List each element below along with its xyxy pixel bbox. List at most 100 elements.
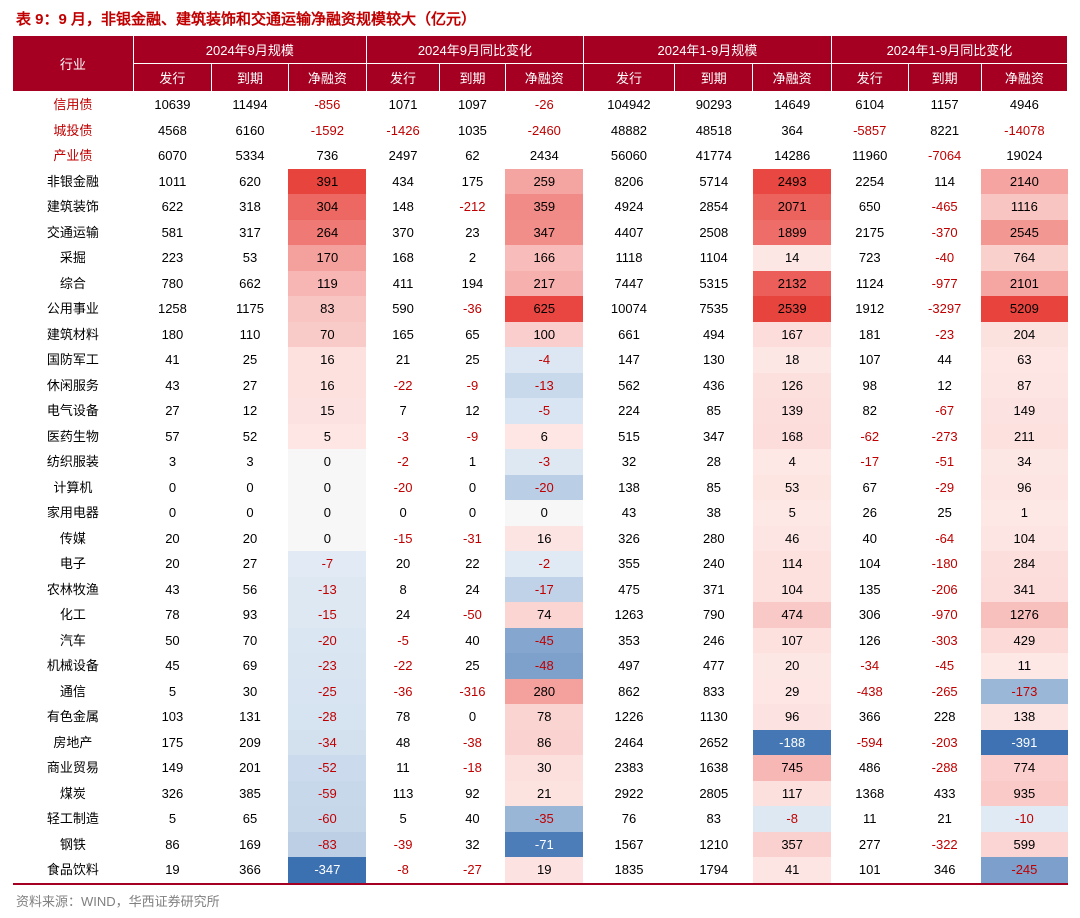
data-cell: 1226: [583, 704, 674, 730]
data-table: 行业 2024年9月规模 2024年9月同比变化 2024年1-9月规模 202…: [12, 35, 1068, 885]
row-label: 非银金融: [13, 169, 134, 195]
data-cell: 138: [981, 704, 1067, 730]
data-cell: 130: [675, 347, 753, 373]
data-cell: 103: [133, 704, 211, 730]
table-body: 信用债1063911494-85610711097-26104942902931…: [13, 92, 1068, 884]
data-cell: 93: [212, 602, 289, 628]
data-cell: 223: [133, 245, 211, 271]
data-cell: 346: [908, 857, 981, 884]
data-cell: -188: [753, 730, 831, 756]
data-cell: 19: [133, 857, 211, 884]
data-cell: 20: [133, 526, 211, 552]
row-label: 传媒: [13, 526, 134, 552]
data-cell: 14286: [753, 143, 831, 169]
table-row: 产业债6070533473624976224345606041774142861…: [13, 143, 1068, 169]
data-cell: -9: [440, 373, 506, 399]
data-cell: 474: [753, 602, 831, 628]
data-cell: -465: [908, 194, 981, 220]
data-cell: -27: [440, 857, 506, 884]
data-cell: 96: [981, 475, 1067, 501]
data-cell: 48882: [583, 118, 674, 144]
data-cell: 1124: [831, 271, 908, 297]
table-row: 非银金融101162039143417525982065714249322541…: [13, 169, 1068, 195]
data-cell: 104942: [583, 92, 674, 118]
data-cell: -31: [440, 526, 506, 552]
row-label: 休闲服务: [13, 373, 134, 399]
row-label: 建筑装饰: [13, 194, 134, 220]
data-cell: 590: [366, 296, 439, 322]
data-cell: -51: [908, 449, 981, 475]
data-cell: 11: [366, 755, 439, 781]
data-cell: 723: [831, 245, 908, 271]
data-cell: 7535: [675, 296, 753, 322]
data-cell: -594: [831, 730, 908, 756]
data-cell: 2493: [753, 169, 831, 195]
data-cell: 149: [981, 398, 1067, 424]
data-cell: 2132: [753, 271, 831, 297]
data-cell: -265: [908, 679, 981, 705]
data-cell: 46: [753, 526, 831, 552]
data-cell: 4: [753, 449, 831, 475]
data-cell: 935: [981, 781, 1067, 807]
data-cell: 147: [583, 347, 674, 373]
data-cell: 391: [288, 169, 366, 195]
data-cell: 18: [753, 347, 831, 373]
data-cell: -60: [288, 806, 366, 832]
data-cell: 16: [288, 347, 366, 373]
data-cell: 359: [505, 194, 583, 220]
table-row: 机械设备4569-23-2225-4849747720-34-4511: [13, 653, 1068, 679]
data-cell: -59: [288, 781, 366, 807]
data-cell: 38: [675, 500, 753, 526]
data-cell: 21: [505, 781, 583, 807]
data-cell: -23: [908, 322, 981, 348]
table-row: 家用电器0000004338526251: [13, 500, 1068, 526]
data-cell: -7064: [908, 143, 981, 169]
table-row: 房地产175209-3448-388624642652-188-594-203-…: [13, 730, 1068, 756]
data-cell: 98: [831, 373, 908, 399]
data-cell: 24: [366, 602, 439, 628]
header-sub: 到期: [212, 64, 289, 92]
header-sub-row: 发行到期净融资发行到期净融资发行到期净融资发行到期净融资: [13, 64, 1068, 92]
data-cell: 15: [288, 398, 366, 424]
data-cell: 57: [133, 424, 211, 450]
data-cell: 52: [212, 424, 289, 450]
row-label: 汽车: [13, 628, 134, 654]
table-row: 公用事业1258117583590-3662510074753525391912…: [13, 296, 1068, 322]
data-cell: -34: [831, 653, 908, 679]
data-cell: 32: [583, 449, 674, 475]
data-cell: 83: [675, 806, 753, 832]
data-cell: -173: [981, 679, 1067, 705]
data-cell: 2652: [675, 730, 753, 756]
header-sub: 到期: [440, 64, 506, 92]
data-cell: 284: [981, 551, 1067, 577]
data-cell: 10639: [133, 92, 211, 118]
data-cell: 135: [831, 577, 908, 603]
data-cell: 745: [753, 755, 831, 781]
data-cell: 353: [583, 628, 674, 654]
data-cell: 168: [753, 424, 831, 450]
data-cell: 1104: [675, 245, 753, 271]
data-cell: 117: [753, 781, 831, 807]
data-cell: 10074: [583, 296, 674, 322]
data-cell: -13: [288, 577, 366, 603]
data-cell: 1116: [981, 194, 1067, 220]
data-cell: -3: [505, 449, 583, 475]
data-cell: -7: [288, 551, 366, 577]
data-cell: 357: [753, 832, 831, 858]
data-cell: 0: [133, 500, 211, 526]
data-cell: 14649: [753, 92, 831, 118]
data-cell: -370: [908, 220, 981, 246]
data-cell: 40: [440, 628, 506, 654]
data-cell: 2854: [675, 194, 753, 220]
data-cell: 41774: [675, 143, 753, 169]
data-cell: 43: [583, 500, 674, 526]
data-cell: 20: [212, 526, 289, 552]
data-cell: 1835: [583, 857, 674, 884]
data-cell: 259: [505, 169, 583, 195]
data-cell: 67: [831, 475, 908, 501]
data-cell: -50: [440, 602, 506, 628]
data-cell: 366: [831, 704, 908, 730]
data-cell: 62: [440, 143, 506, 169]
data-cell: 833: [675, 679, 753, 705]
data-cell: 1011: [133, 169, 211, 195]
